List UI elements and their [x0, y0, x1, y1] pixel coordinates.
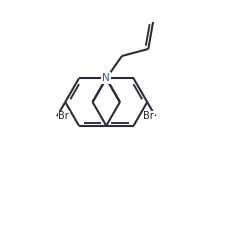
Text: N: N [102, 73, 110, 83]
Text: Br: Br [58, 111, 69, 121]
Text: Br: Br [143, 111, 154, 121]
